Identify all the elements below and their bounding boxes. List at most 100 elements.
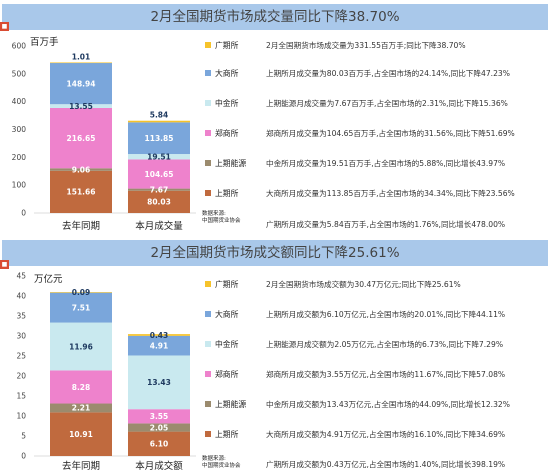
legend-series-name: 上期所 <box>215 430 239 439</box>
bar-segment <box>50 292 112 323</box>
legend-description: 上期所月成交量为80.03百万手,占全国市场的24.14%,同比下降47.23% <box>266 69 510 78</box>
bar-segment <box>128 423 190 432</box>
y-tick-label: 500 <box>12 69 27 78</box>
legend-description: 郑商所月成交量为104.65百万手,占全国市场的31.56%,同比下降51.69… <box>266 129 515 138</box>
legend-swatch <box>205 160 211 166</box>
data-label: 151.66 <box>67 188 96 197</box>
legend-row: 上期能源 中金所月成交量为19.51百万手,占全国市场的5.88%,同比增长43.… <box>203 155 548 173</box>
legend-series-name: 中金所 <box>215 340 239 349</box>
bar-segment <box>50 370 112 404</box>
bar-segment <box>50 62 112 105</box>
data-label: 10.91 <box>69 430 93 439</box>
x-category-label: 本月成交量 <box>135 220 183 232</box>
legend-swatch <box>205 371 211 377</box>
turnover-panel: 2月全国期货市场成交额同比下降25.61% ■ 万亿元 0 5 10 15 20 25 30… <box>0 236 550 475</box>
legend-description: 中金所月成交量为19.51百万手,占全国市场的5.88%,同比增长43.97% <box>266 159 506 168</box>
data-label: 113.85 <box>145 134 174 143</box>
bar-segment <box>50 412 112 456</box>
data-label: 216.65 <box>67 134 96 143</box>
legend-series-name: 中金所 <box>215 99 239 108</box>
data-source: 数据来源: 中国期货业协会 <box>202 211 241 225</box>
legend-row: 郑商所 郑商所月成交量为104.65百万手,占全国市场的31.56%,同比下降51… <box>203 125 548 143</box>
legend-swatch <box>205 100 211 106</box>
x-category-label: 去年同期 <box>62 460 100 472</box>
bar-segment <box>128 431 190 456</box>
turnover-chart: 0 5 10 15 20 25 30 35 40 45 10.91 2.21 8.28 11.96 7.51… <box>16 272 196 472</box>
legend-description: 上期能源月成交额为2.05万亿元,占全国市场的6.73%,同比下降7.29% <box>266 340 504 349</box>
y-tick-label: 100 <box>12 181 27 190</box>
y-tick-label: 600 <box>12 42 27 51</box>
data-label: 13.43 <box>147 378 171 387</box>
legend-series-name: 广期所 <box>215 280 239 289</box>
data-label: 148.94 <box>67 79 96 88</box>
data-label: 7.67 <box>150 185 169 194</box>
legend-description: 2月全国期货市场成交额为30.47万亿元;同比下降25.61% <box>266 280 461 289</box>
legend-row: 广期所 2月全国期货市场成交量为331.55百万手;同比下降38.70% <box>203 37 548 55</box>
bar-segment <box>128 122 190 155</box>
volume-chart: 0 100 200 300 400 500 600 151.66 9.06 216.65 13.55… <box>12 42 196 232</box>
bar-segment <box>128 159 190 189</box>
bar-segment <box>128 335 190 356</box>
data-label: 0.43 <box>150 331 169 340</box>
bar-segment <box>50 170 112 213</box>
legend-description: 上期所月成交额为6.10万亿元,占全国市场的20.01%,同比下降44.11% <box>266 310 506 319</box>
bar-segment <box>128 120 190 123</box>
legend-swatch <box>205 281 211 287</box>
data-label: 80.03 <box>147 198 171 207</box>
legend-description: 大商所月成交额为4.91万亿元,占全国市场的16.10%,同比下降34.69% <box>266 430 506 439</box>
data-label: 2.05 <box>150 423 169 432</box>
legend-description: 上期能源月成交量为7.67百万手,占全国市场的2.31%,同比下降15.36% <box>266 99 508 108</box>
source-name: 中国期货业协会 <box>202 463 241 469</box>
volume-panel: 2月全国期货市场成交量同比下降38.70% 百万手 0 100 200 300 400 5… <box>0 0 550 236</box>
legend-swatch <box>205 190 211 196</box>
y-tick-label: 40 <box>16 292 26 301</box>
flag-icon: ■ <box>0 260 9 269</box>
legend-swatch <box>205 341 211 347</box>
legend-row: 大商所 上期所月成交量为80.03百万手,占全国市场的24.14%,同比下降47.… <box>203 65 548 83</box>
data-label: 2.21 <box>72 404 91 413</box>
bar-segment <box>128 154 190 160</box>
turnover-legend: 广期所 2月全国期货市场成交额为30.47万亿元;同比下降25.61% 大商所 上期所… <box>203 272 548 469</box>
y-tick-label: 20 <box>16 372 26 381</box>
data-label: 4.91 <box>150 341 169 350</box>
source-name: 中国期货业协会 <box>202 218 241 224</box>
legend-row: 广期所月成交量为5.84百万手,占全国市场的1.76%,同比增长478.00% <box>203 216 548 234</box>
chart-title: 2月全国期货市场成交量同比下降38.70% <box>2 4 548 30</box>
legend-row: 大商所 上期所月成交额为6.10万亿元,占全国市场的20.01%,同比下降44.1… <box>203 306 548 324</box>
legend-description: 广期所月成交额为0.43万亿元,占全国市场的1.40%,同比增长398.19% <box>266 460 506 469</box>
legend-series-name: 上期能源 <box>215 400 247 409</box>
bar-segment <box>128 334 190 336</box>
legend-swatch <box>205 401 211 407</box>
legend-series-name: 上期能源 <box>215 159 247 168</box>
legend-row: 中金所 上期能源月成交额为2.05万亿元,占全国市场的6.73%,同比下降7.29… <box>203 336 548 354</box>
legend-swatch <box>205 42 211 48</box>
bar-segment <box>50 292 112 293</box>
legend-series-name: 大商所 <box>215 310 239 319</box>
legend-swatch <box>205 431 211 437</box>
bar-segment <box>128 409 190 424</box>
data-label: 11.96 <box>69 342 93 351</box>
legend-description: 2月全国期货市场成交量为331.55百万手;同比下降38.70% <box>266 41 466 50</box>
legend-row: 上期所 大商所月成交额为4.91万亿元,占全国市场的16.10%,同比下降34.6… <box>203 426 548 444</box>
legend-row: 中金所 上期能源月成交量为7.67百万手,占全国市场的2.31%,同比下降15.3… <box>203 95 548 113</box>
y-tick-label: 15 <box>16 392 26 401</box>
legend-row: 上期能源 中金所月成交额为13.43万亿元,占全国市场的44.09%,同比增长12… <box>203 396 548 414</box>
volume-legend: 广期所 2月全国期货市场成交量为331.55百万手;同比下降38.70% 大商所 上期… <box>203 35 548 229</box>
y-tick-label: 35 <box>16 312 26 321</box>
legend-series-name: 郑商所 <box>215 129 239 138</box>
source-label: 数据来源: <box>202 211 226 217</box>
legend-description: 大商所月成交量为113.85百万手,占全国市场的34.34%,同比下降23.56… <box>266 189 515 198</box>
bar-segment <box>50 403 112 413</box>
y-axis-unit: 万亿元 <box>34 274 63 285</box>
y-tick-label: 5 <box>21 432 26 441</box>
legend-description: 郑商所月成交额为3.55万亿元,占全国市场的11.67%,同比下降57.08% <box>266 370 506 379</box>
legend-row: 上期所 大商所月成交量为113.85百万手,占全国市场的34.34%,同比下降23… <box>203 185 548 203</box>
bar-segment <box>128 188 190 191</box>
y-tick-label: 300 <box>12 125 27 134</box>
y-tick-label: 0 <box>21 452 26 461</box>
legend-swatch <box>205 311 211 317</box>
data-label: 7.51 <box>72 303 91 312</box>
legend-series-name: 广期所 <box>215 41 239 50</box>
y-tick-label: 400 <box>12 97 27 106</box>
data-label: 104.65 <box>145 170 174 179</box>
